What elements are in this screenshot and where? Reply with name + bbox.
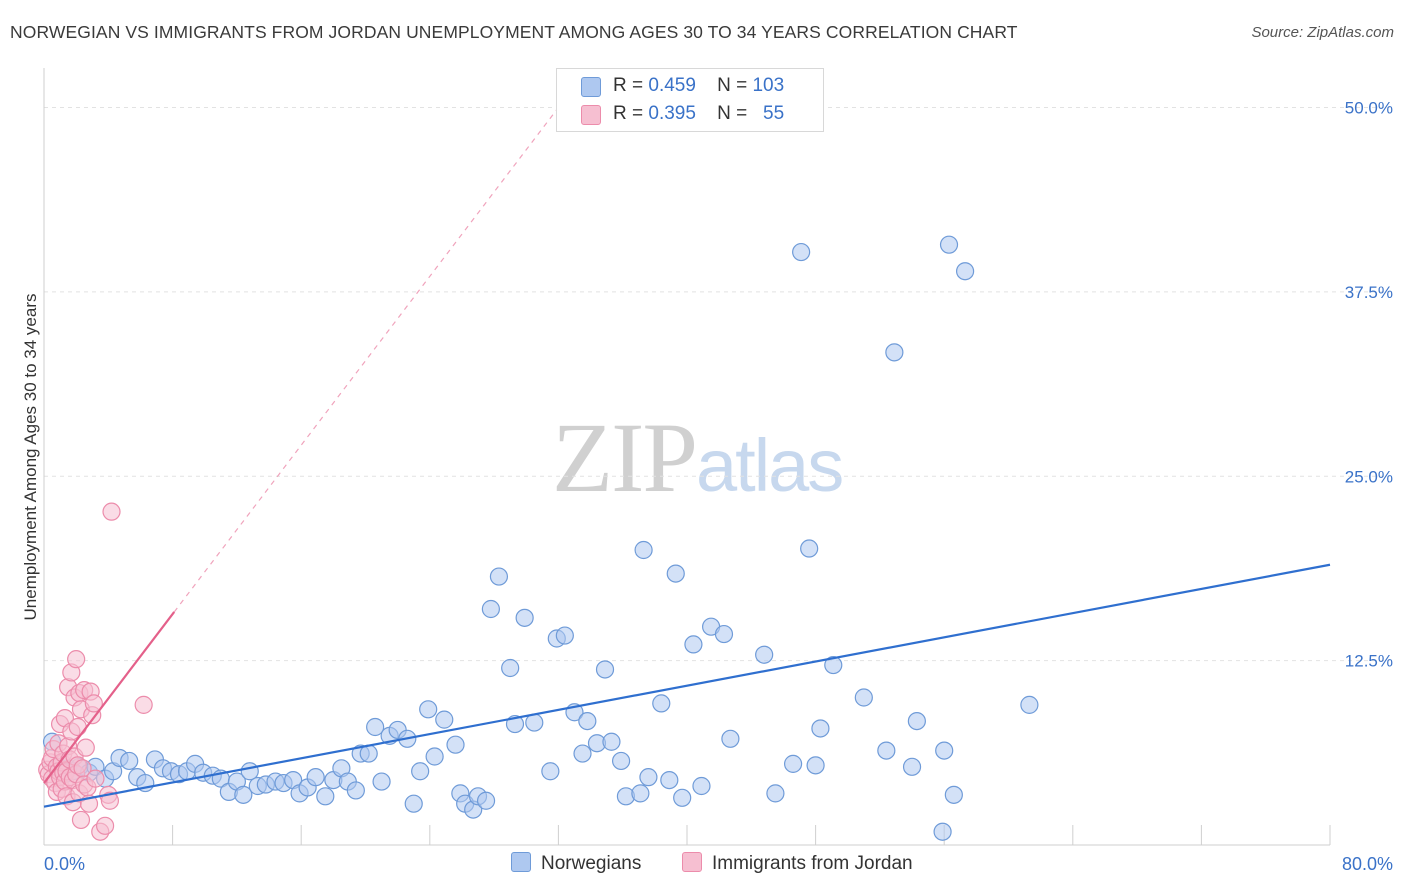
source-label: Source: ZipAtlas.com bbox=[1251, 24, 1394, 41]
x-tick-label: 0.0% bbox=[44, 854, 85, 874]
data-point-jordan bbox=[95, 816, 115, 835]
data-point-norwegians bbox=[639, 768, 658, 787]
y-tick-label: 25.0% bbox=[1345, 467, 1393, 486]
data-point-norwegians bbox=[634, 540, 653, 560]
data-point-norwegians bbox=[476, 791, 496, 810]
legend-r-value-jordan: 0.395 bbox=[648, 103, 696, 124]
data-point-jordan bbox=[76, 738, 95, 757]
data-point-norwegians bbox=[602, 732, 621, 751]
trend-line-jordan bbox=[43, 611, 176, 784]
legend-r-label: R = bbox=[613, 75, 644, 96]
y-tick-label: 37.5% bbox=[1345, 283, 1393, 302]
bottom-legend-label-norwegians: Norwegians bbox=[541, 853, 642, 874]
trend-line-norwegians bbox=[43, 563, 1331, 808]
data-point-norwegians bbox=[435, 710, 454, 729]
data-point-jordan bbox=[102, 502, 121, 521]
bottom-legend-jordan: Immigrants from Jordan bbox=[682, 852, 913, 876]
data-point-norwegians bbox=[120, 751, 139, 771]
data-point-norwegians bbox=[404, 794, 423, 813]
data-point-norwegians bbox=[955, 262, 975, 281]
trend-line-jordan-extended bbox=[173, 107, 559, 613]
watermark-atlas: atlas bbox=[696, 424, 844, 507]
data-point-norwegians bbox=[366, 717, 385, 737]
data-point-norwegians bbox=[411, 762, 430, 781]
data-point-norwegians bbox=[652, 694, 671, 713]
data-point-norwegians bbox=[824, 655, 843, 675]
data-point-norwegians bbox=[501, 658, 520, 678]
legend-n-label: N = bbox=[717, 75, 748, 96]
y-axis-label: Unemployment Among Ages 30 to 34 years bbox=[21, 294, 40, 621]
data-point-norwegians bbox=[541, 762, 560, 781]
data-point-norwegians bbox=[766, 784, 785, 803]
legend-n-label: N = bbox=[717, 103, 748, 124]
data-point-norwegians bbox=[573, 744, 592, 763]
data-point-norwegians bbox=[1020, 695, 1039, 714]
data-point-norwegians bbox=[489, 567, 509, 586]
y-tick-label: 12.5% bbox=[1345, 652, 1393, 671]
data-point-norwegians bbox=[481, 599, 500, 619]
data-point-norwegians bbox=[854, 688, 873, 707]
bottom-legend-norwegians: Norwegians bbox=[511, 852, 641, 876]
data-point-norwegians bbox=[806, 756, 825, 775]
legend-swatch-jordan bbox=[581, 105, 601, 125]
data-point-norwegians bbox=[234, 785, 253, 804]
data-point-norwegians bbox=[877, 741, 896, 760]
data-point-norwegians bbox=[811, 719, 830, 738]
data-point-norwegians bbox=[660, 770, 679, 790]
watermark: ZIPatlas bbox=[552, 400, 844, 515]
data-point-norwegians bbox=[425, 747, 444, 766]
data-point-norwegians bbox=[346, 781, 365, 800]
data-point-norwegians bbox=[755, 645, 774, 664]
legend-n-value-jordan: 55 bbox=[763, 103, 785, 124]
data-point-jordan bbox=[68, 717, 87, 737]
data-point-norwegians bbox=[944, 785, 963, 804]
data-point-norwegians bbox=[721, 729, 740, 748]
data-point-norwegians bbox=[692, 776, 711, 796]
data-point-jordan bbox=[100, 791, 120, 810]
data-point-norwegians bbox=[792, 242, 811, 262]
y-tick-label: 50.0% bbox=[1345, 99, 1393, 118]
data-point-norwegians bbox=[578, 711, 597, 731]
data-point-norwegians bbox=[800, 539, 819, 558]
data-point-norwegians bbox=[714, 624, 734, 644]
data-point-norwegians bbox=[907, 711, 926, 731]
legend-r-value-norwegians: 0.459 bbox=[648, 75, 696, 96]
legend-swatch-norwegians bbox=[581, 77, 601, 97]
data-point-norwegians bbox=[885, 343, 904, 362]
data-point-jordan bbox=[134, 695, 153, 714]
bottom-legend-swatch-jordan bbox=[682, 852, 702, 872]
data-point-norwegians bbox=[684, 635, 703, 654]
data-point-norwegians bbox=[939, 235, 959, 254]
data-point-jordan bbox=[67, 650, 86, 669]
data-point-norwegians bbox=[372, 772, 391, 791]
data-point-norwegians bbox=[515, 608, 534, 627]
data-point-jordan bbox=[86, 769, 105, 788]
data-point-jordan bbox=[71, 810, 91, 830]
data-point-norwegians bbox=[555, 626, 574, 645]
data-point-norwegians bbox=[419, 700, 438, 719]
data-point-norwegians bbox=[631, 784, 650, 803]
data-point-norwegians bbox=[666, 564, 685, 583]
watermark-zip: ZIP bbox=[552, 402, 698, 513]
data-point-norwegians bbox=[783, 754, 803, 773]
data-point-norwegians bbox=[902, 757, 922, 776]
bottom-legend-label-jordan: Immigrants from Jordan bbox=[712, 853, 913, 874]
bottom-legend-swatch-norwegians bbox=[511, 852, 531, 872]
data-point-norwegians bbox=[306, 768, 325, 787]
legend-r-label: R = bbox=[613, 103, 644, 124]
legend-n-value-norwegians: 103 bbox=[752, 75, 785, 96]
data-point-norwegians bbox=[611, 751, 631, 771]
data-point-jordan bbox=[84, 694, 103, 713]
data-point-norwegians bbox=[446, 735, 465, 754]
data-point-norwegians bbox=[935, 741, 954, 760]
data-point-norwegians bbox=[673, 788, 692, 807]
data-point-norwegians bbox=[933, 822, 952, 841]
data-point-norwegians bbox=[595, 660, 615, 679]
correlation-legend: R = 0.459 N = 103 R = 0.395 N = 55 bbox=[556, 68, 824, 132]
chart-title: NORWEGIAN VS IMMIGRANTS FROM JORDAN UNEM… bbox=[10, 22, 1018, 42]
data-point-norwegians bbox=[316, 787, 335, 806]
x-tick-label: 80.0% bbox=[1342, 854, 1393, 874]
